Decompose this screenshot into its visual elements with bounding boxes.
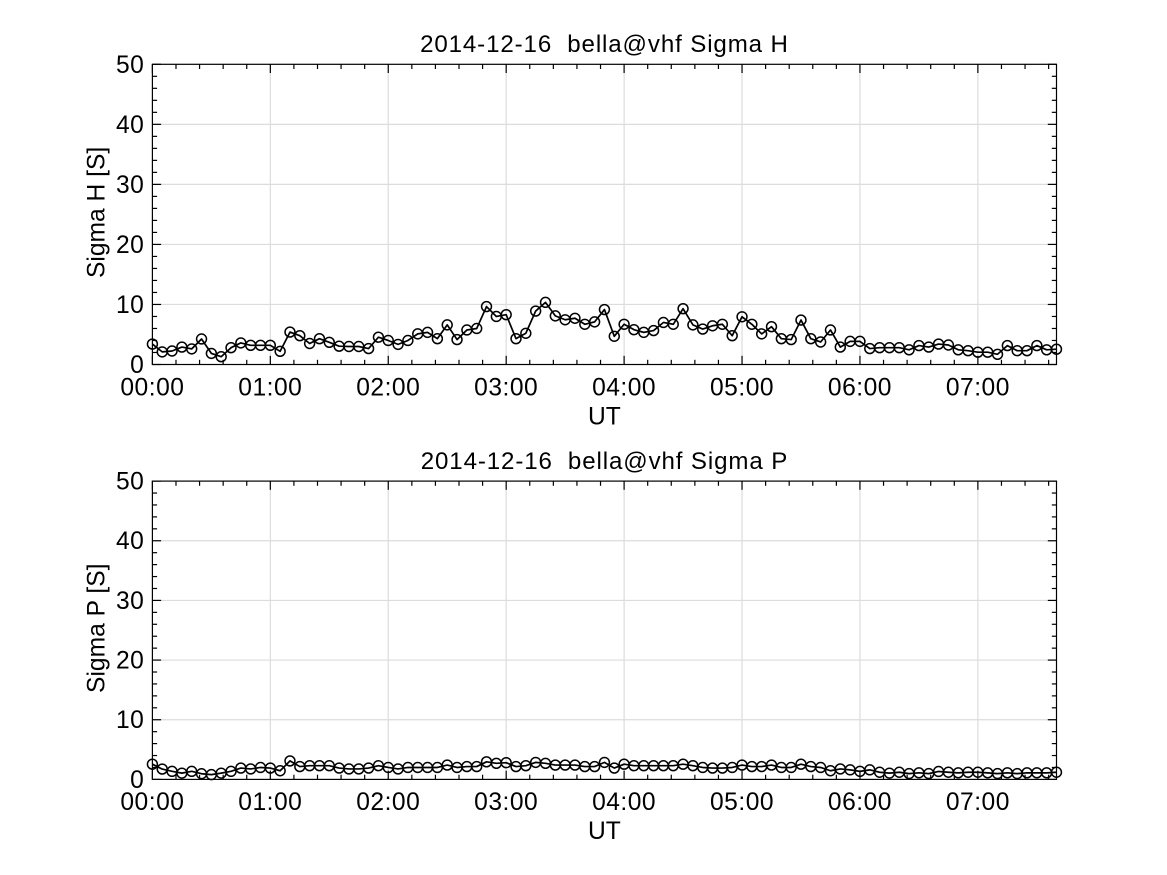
svg-text:01:00: 01:00 bbox=[238, 789, 302, 816]
svg-text:Sigma P [S]: Sigma P [S] bbox=[84, 564, 111, 693]
svg-text:03:00: 03:00 bbox=[474, 374, 538, 401]
svg-text:02:00: 02:00 bbox=[356, 374, 420, 401]
svg-text:03:00: 03:00 bbox=[474, 789, 538, 816]
svg-text:UT: UT bbox=[588, 404, 621, 431]
svg-text:2014-12-16 bella@vhf Sigma H: 2014-12-16 bella@vhf Sigma H bbox=[420, 31, 789, 58]
svg-text:10: 10 bbox=[116, 292, 144, 319]
svg-text:04:00: 04:00 bbox=[592, 789, 656, 816]
svg-text:00:00: 00:00 bbox=[120, 789, 184, 816]
svg-text:0: 0 bbox=[130, 352, 144, 379]
svg-text:30: 30 bbox=[116, 172, 144, 199]
svg-text:06:00: 06:00 bbox=[828, 374, 892, 401]
svg-text:10: 10 bbox=[116, 707, 144, 734]
svg-text:UT: UT bbox=[588, 818, 621, 845]
svg-text:50: 50 bbox=[116, 469, 144, 496]
svg-text:40: 40 bbox=[116, 528, 144, 555]
svg-text:06:00: 06:00 bbox=[828, 789, 892, 816]
svg-text:Sigma H [S]: Sigma H [S] bbox=[84, 147, 111, 278]
svg-text:05:00: 05:00 bbox=[710, 374, 774, 401]
svg-text:20: 20 bbox=[116, 648, 144, 675]
svg-text:07:00: 07:00 bbox=[946, 374, 1010, 401]
svg-text:20: 20 bbox=[116, 232, 144, 259]
svg-text:00:00: 00:00 bbox=[120, 374, 184, 401]
svg-text:07:00: 07:00 bbox=[946, 789, 1010, 816]
svg-text:0: 0 bbox=[130, 767, 144, 794]
svg-text:40: 40 bbox=[116, 112, 144, 139]
svg-text:01:00: 01:00 bbox=[238, 374, 302, 401]
svg-text:50: 50 bbox=[116, 52, 144, 79]
svg-text:2014-12-16 bella@vhf Sigma P: 2014-12-16 bella@vhf Sigma P bbox=[421, 448, 788, 475]
svg-text:30: 30 bbox=[116, 588, 144, 615]
svg-text:02:00: 02:00 bbox=[356, 789, 420, 816]
svg-text:05:00: 05:00 bbox=[710, 789, 774, 816]
svg-text:04:00: 04:00 bbox=[592, 374, 656, 401]
